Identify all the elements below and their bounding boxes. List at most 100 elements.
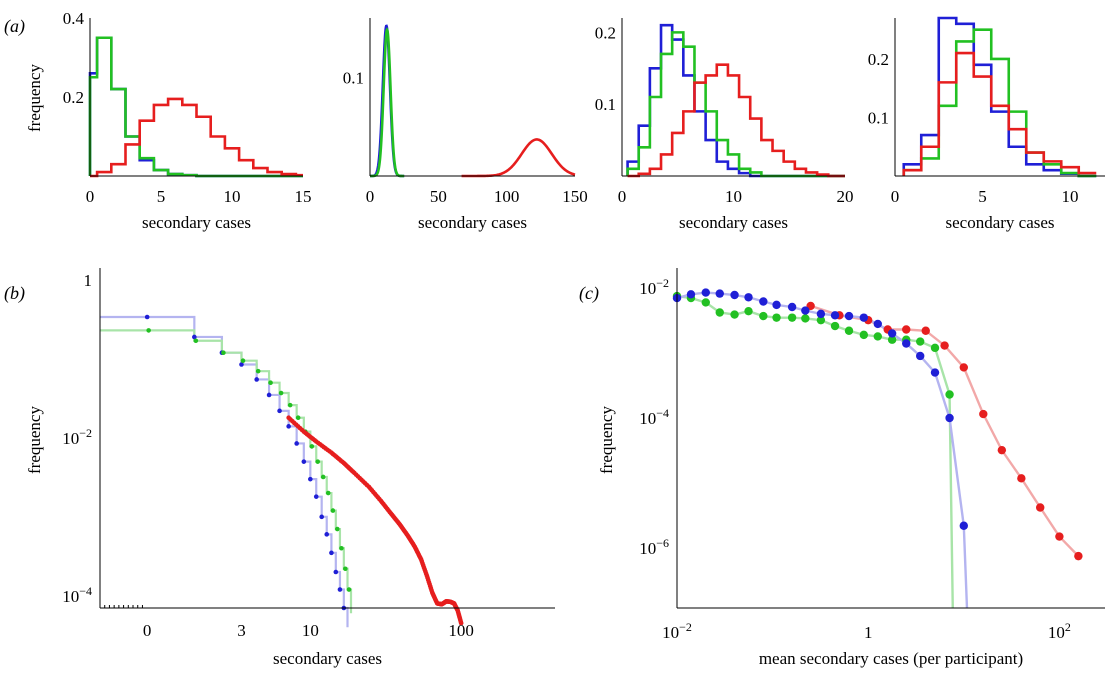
panel-a4-hist-blue xyxy=(902,16,1097,178)
panel-a2-xtick: 50 xyxy=(430,187,447,206)
panel-c-point-blue xyxy=(801,306,810,315)
panel-b-point-blue xyxy=(144,314,150,320)
panel-c-point-green xyxy=(945,390,954,399)
panel-c-point-red xyxy=(1036,503,1045,512)
panel-a1-ylabel: frequency xyxy=(25,64,44,132)
panel-b-point-blue xyxy=(308,476,313,482)
panel-b-point-green xyxy=(295,415,301,421)
panel-b-xtick: 10 xyxy=(302,621,319,640)
panel-c-point-blue xyxy=(744,293,753,302)
panel-a4-xtick: 0 xyxy=(891,187,900,206)
panel-c-point-green xyxy=(859,330,869,340)
panel-a1-xlabel: secondary cases xyxy=(142,213,251,232)
panel-b-point-green xyxy=(278,390,284,396)
panel-a1-xtick: 5 xyxy=(157,187,166,206)
panel-a2-xtick: 100 xyxy=(494,187,520,206)
panel-c-xlabel: mean secondary cases (per participant) xyxy=(759,649,1023,668)
panel-a2-xtick: 0 xyxy=(366,187,375,206)
panel-b-point-blue xyxy=(294,441,299,446)
panel-b-point-blue xyxy=(337,587,343,592)
panel-b-point-blue xyxy=(192,334,197,340)
panel-c-point-blue xyxy=(887,329,897,338)
panel-c-point-blue xyxy=(930,368,940,377)
panel-a2-curve-green xyxy=(370,27,405,178)
panel-label-a: (a) xyxy=(4,16,25,37)
panel-c-point-blue xyxy=(759,297,768,306)
panel-b-ytick: 10−4 xyxy=(62,584,92,606)
panel-c-point-green xyxy=(830,321,840,331)
panel-c-ytick: 10−6 xyxy=(639,536,669,558)
panel-b-point-green xyxy=(315,459,321,464)
panel-c-point-red xyxy=(921,326,930,335)
panel-c-point-blue xyxy=(715,289,724,298)
panel-c-line-blue xyxy=(676,291,969,609)
panel-label-c: (c) xyxy=(579,283,599,304)
panel-a3-ytick: 0.2 xyxy=(595,23,616,42)
panel-b-xlabel: secondary cases xyxy=(273,649,382,668)
panel-a3-hist-red xyxy=(627,63,845,178)
panel-a2-xlabel: secondary cases xyxy=(418,213,527,232)
panel-c-point-green xyxy=(930,343,940,353)
panel-b-point-blue xyxy=(319,514,324,520)
panel-c-point-red xyxy=(997,445,1007,455)
panel-b-point-blue xyxy=(286,424,291,429)
panel-a4-ytick: 0.1 xyxy=(868,108,889,127)
panel-b-point-blue xyxy=(254,377,259,382)
panel-c-point-red xyxy=(979,409,988,419)
panel-b-point-green xyxy=(255,368,261,374)
panel-a3-xtick: 0 xyxy=(618,187,627,206)
panel-label-b: (b) xyxy=(4,283,25,304)
panel-c-point-blue xyxy=(787,302,797,312)
panel-a4-xtick: 10 xyxy=(1062,187,1079,206)
panel-c-point-green xyxy=(715,308,724,317)
panel-c-point-red xyxy=(1055,532,1064,541)
panel-c-point-green xyxy=(916,337,925,346)
panel-c-point-red xyxy=(1074,551,1083,561)
panel-b-point-green xyxy=(268,380,273,386)
panel-c-point-red xyxy=(1017,474,1026,483)
panel-b-point-blue xyxy=(239,362,244,367)
panel-a4-hist-red xyxy=(902,51,1097,176)
panel-b-point-blue xyxy=(333,569,339,575)
panel-c-point-red xyxy=(940,341,949,350)
panel-c-point-blue xyxy=(772,300,781,310)
panel-c-ytick: 10−2 xyxy=(639,276,669,298)
panel-c-point-blue xyxy=(916,351,925,361)
panel-a4-xlabel: secondary cases xyxy=(945,213,1054,232)
panel-b-point-green xyxy=(309,444,315,449)
panel-c-point-green xyxy=(873,332,882,341)
panel-b-ytick: 10−2 xyxy=(62,426,92,448)
panel-a1-ytick: 0.2 xyxy=(63,88,84,107)
panel-c-point-green xyxy=(744,306,753,316)
panel-b-point-green xyxy=(287,402,293,408)
panel-a1-ytick: 0.4 xyxy=(63,9,85,28)
panel-a1-xtick: 0 xyxy=(86,187,95,206)
panel-a3-xtick: 20 xyxy=(837,187,854,206)
panel-c-line-green xyxy=(676,294,954,609)
panel-b-step-blue_light xyxy=(100,315,349,628)
panel-b-point-green xyxy=(325,490,331,496)
panel-b-point-green xyxy=(221,350,226,355)
panel-c-point-blue xyxy=(902,339,911,348)
panel-c-point-blue xyxy=(730,290,739,300)
panel-c-point-green xyxy=(759,311,768,321)
panel-c-xtick: 1 xyxy=(864,623,873,642)
panel-c-ylabel: frequency xyxy=(597,406,616,474)
panel-b-xtick: 0 xyxy=(143,621,152,640)
panel-a3-xlabel: secondary cases xyxy=(679,213,788,232)
panel-c-point-green xyxy=(844,326,854,335)
panel-b-xtick: 100 xyxy=(448,621,474,640)
panel-a4-hist-green xyxy=(902,28,1097,178)
panel-b-point-green xyxy=(346,587,352,592)
panel-c-ytick: 10−4 xyxy=(639,406,669,428)
panel-c-xtick: 10−2 xyxy=(662,620,692,642)
panel-b-point-blue xyxy=(324,532,330,537)
panel-c-point-red xyxy=(959,363,968,372)
panel-b-point-green xyxy=(343,566,348,572)
panel-b-point-green xyxy=(335,526,340,532)
panel-a2-curve-red xyxy=(461,138,576,178)
panel-b-point-blue xyxy=(329,550,334,556)
panel-b-point-blue xyxy=(301,459,307,464)
panel-b-ylabel: frequency xyxy=(25,406,44,474)
panel-b-xtick: 3 xyxy=(237,621,246,640)
